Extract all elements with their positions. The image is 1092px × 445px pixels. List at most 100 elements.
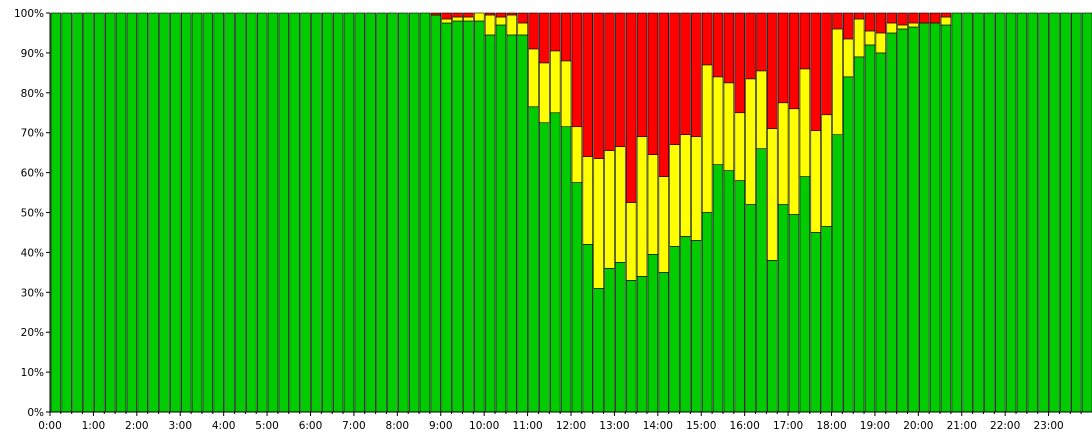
bar-segment-33-series-0 [408,12,420,413]
x-tick-label: 11:00 [512,420,542,432]
bar-segment-69-series-1 [799,68,811,177]
bar-segment-56-series-0 [658,272,669,413]
bar-segment-70-series-2 [810,12,821,132]
y-tick-labels: 0% 10% 20% 30% 40% 50% 60% 70% 80% 90% 100% [14,8,44,419]
bar-segment-39-series-0 [474,20,485,413]
bar-segment-57-series-0 [669,246,680,413]
bar-segment-38-series-0 [463,20,474,413]
bar-segment-27-series-0 [343,12,355,413]
bar-segment-29-series-0 [365,12,376,413]
bar-segment-42-series-2 [506,12,518,16]
bar-segment-94-series-0 [1070,12,1082,413]
bar-segment-51-series-1 [604,150,615,269]
bar-segment-52-series-0 [615,262,626,413]
bar-segment-75-series-0 [864,44,876,413]
bar-segment-57-series-1 [669,144,680,247]
x-tick-label: 7:00 [342,420,366,432]
bar-segment-68-series-1 [788,108,800,215]
bar-segment-65-series-2 [756,12,767,72]
bar-segment-41-series-0 [495,24,507,413]
bar-segment-56-series-1 [658,176,669,273]
x-tick-label: 1:00 [82,420,106,432]
bar-segment-36-series-2 [441,12,452,20]
x-tick-label: 8:00 [386,420,410,432]
bar-segment-70-series-1 [810,130,821,233]
bar-segment-91-series-0 [1038,12,1049,413]
bar-segment-71-series-1 [821,114,832,227]
bar-segment-95-series-0 [1081,12,1092,413]
x-tick-label: 4:00 [212,420,236,432]
bar-segment-15-series-0 [213,12,224,413]
bar-segment-89-series-0 [1016,12,1028,413]
x-tick-label: 6:00 [299,420,323,432]
bar-segment-1-series-0 [61,12,72,413]
bar-segment-28-series-0 [354,12,366,413]
bar-segment-52-series-2 [615,12,626,147]
bar-segment-31-series-0 [387,12,398,413]
y-tick-label: 70% [21,128,44,140]
bar-segment-77-series-2 [886,12,897,24]
x-tick-label: 12:00 [556,420,586,432]
bar-segment-50-series-2 [593,12,604,159]
bar-segment-4-series-0 [94,12,105,413]
y-tick-label: 100% [14,8,44,20]
bar-segment-50-series-1 [593,158,604,289]
bar-segment-66-series-2 [767,12,778,130]
x-tick-label: 5:00 [255,420,279,432]
bar-segment-67-series-0 [777,204,789,413]
bar-segment-47-series-1 [560,60,572,128]
x-tick-label: 10:00 [469,420,499,432]
bar-segment-79-series-2 [908,12,919,24]
bar-segment-58-series-2 [680,12,691,135]
y-tick-label: 90% [21,48,44,60]
bar-segment-47-series-2 [560,12,572,62]
bar-segment-78-series-0 [897,28,908,413]
bar-segment-71-series-0 [821,226,832,413]
bar-segment-82-series-0 [940,24,952,413]
x-tick-label: 21:00 [947,420,977,432]
bar-segment-53-series-0 [625,280,637,413]
bar-segment-48-series-0 [571,182,583,413]
bar-segment-6-series-0 [115,12,127,413]
bar-segment-43-series-2 [517,12,528,24]
bar-segment-76-series-2 [875,12,887,34]
bar-segment-51-series-0 [604,268,615,413]
bar-segment-63-series-1 [734,112,745,181]
y-tick-label: 80% [21,88,44,100]
bar-segment-60-series-2 [701,12,713,66]
bar-segment-76-series-0 [875,52,887,413]
bar-segment-30-series-0 [376,12,387,413]
bar-segment-43-series-0 [517,34,528,413]
bar-segment-46-series-1 [549,50,561,114]
bar-segment-10-series-0 [159,12,170,413]
x-tick-labels: 0:00 1:00 2:00 3:00 4:00 5:00 6:00 7:00 8:00 9:00… [38,420,1064,432]
bar-segment-73-series-2 [843,12,854,40]
bar-segment-88-series-0 [1005,12,1017,413]
bar-segment-51-series-2 [604,12,615,151]
bar-segment-55-series-2 [647,12,659,155]
bar-segment-76-series-1 [875,32,887,54]
bar-segment-3-series-0 [83,12,94,413]
bar-segment-90-series-0 [1027,12,1039,413]
bar-segment-40-series-0 [484,34,496,413]
bar-segment-73-series-1 [843,38,854,78]
bar-segment-46-series-0 [549,112,561,413]
bar-segment-13-series-0 [191,12,203,413]
bar-segment-61-series-1 [712,76,724,165]
bar-segment-58-series-1 [680,134,691,237]
bar-segment-71-series-2 [821,12,832,116]
bar-segment-63-series-2 [734,12,745,114]
bar-segment-75-series-2 [864,12,876,32]
bar-segment-64-series-1 [745,78,756,205]
bar-segment-52-series-1 [615,146,626,263]
x-tick-label: 16:00 [730,420,760,432]
bar-segment-80-series-0 [919,22,930,413]
bar-segment-14-series-0 [202,12,214,413]
bar-segment-43-series-1 [517,22,528,36]
bar-segment-84-series-0 [962,12,973,413]
bar-segment-44-series-0 [528,106,539,413]
x-tick-label: 22:00 [990,420,1020,432]
y-tick-label: 0% [27,407,44,419]
bar-segment-58-series-0 [680,236,691,413]
